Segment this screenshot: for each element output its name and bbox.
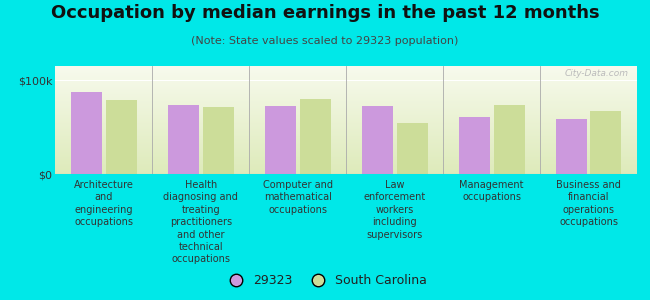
Bar [203,107,233,174]
Bar [590,111,621,174]
Bar [265,106,296,174]
Bar [459,117,489,174]
Bar [396,123,428,174]
Bar [300,99,331,174]
Bar [106,100,136,174]
Text: Business and
financial
operations
occupations: Business and financial operations occupa… [556,180,621,227]
Text: Management
occupations: Management occupations [460,180,524,203]
Text: City-Data.com: City-Data.com [564,69,629,78]
Bar [493,104,525,174]
Bar [168,104,199,174]
Text: Law
enforcement
workers
including
supervisors: Law enforcement workers including superv… [363,180,426,240]
Legend: 29323, South Carolina: 29323, South Carolina [218,269,432,292]
Text: Computer and
mathematical
occupations: Computer and mathematical occupations [263,180,333,215]
Bar [556,118,586,174]
Text: Occupation by median earnings in the past 12 months: Occupation by median earnings in the pas… [51,4,599,22]
Bar [361,106,393,174]
Bar [71,92,102,174]
Text: Health
diagnosing and
treating
practitioners
and other
technical
occupations: Health diagnosing and treating practitio… [163,180,238,264]
Text: (Note: State values scaled to 29323 population): (Note: State values scaled to 29323 popu… [191,36,459,46]
Text: Architecture
and
engineering
occupations: Architecture and engineering occupations [74,180,134,227]
